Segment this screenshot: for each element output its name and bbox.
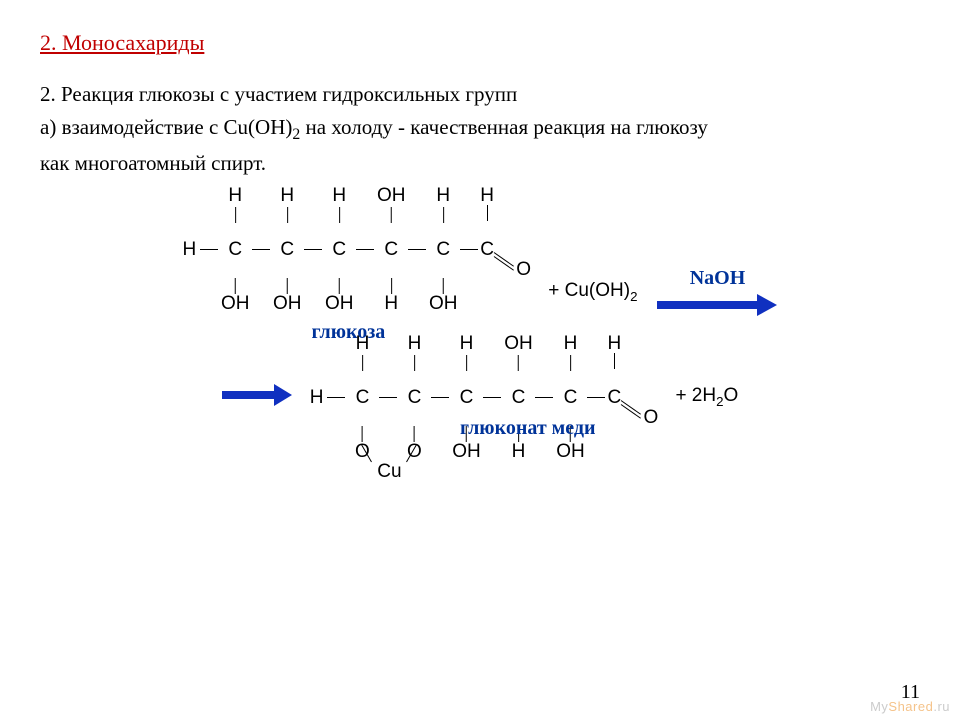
r2-c1: H C O — [347, 388, 377, 407]
body-paragraph: 2. Реакция глюкозы с участием гидроксиль… — [40, 78, 920, 180]
diagram-area: H H C OH H C OH — [40, 240, 920, 411]
reaction-2: H H C O H C O — [40, 384, 920, 411]
reaction-1: H H C OH H C OH — [40, 240, 920, 344]
bond — [200, 249, 218, 250]
para-line-3: как многоатомный спирт. — [40, 147, 920, 180]
r1-reagent: + Cu(OH)2 — [548, 280, 637, 304]
arrow-icon — [657, 294, 777, 316]
r2-c5: H C OH — [555, 388, 585, 407]
para-line-2: а) взаимодействие с Cu(OH)2 на холоду - … — [40, 111, 920, 148]
para2-post: на холоду - качественная реакция на глюк… — [300, 115, 708, 139]
r1-arrow-label: NaOH — [690, 267, 746, 290]
section-heading: 2. Моносахариды — [40, 30, 920, 56]
r1-c4: OH C H — [376, 240, 406, 259]
r1-aldehyde: H C O — [480, 240, 514, 259]
r1-arrow: NaOH — [657, 267, 777, 316]
r1-c2: H C OH — [272, 240, 302, 259]
gluconate-label: глюконат меди — [460, 417, 596, 440]
watermark: MyShared.ru — [870, 699, 950, 714]
arrow-icon — [222, 384, 292, 406]
glucose-chain: H H C OH H C OH — [183, 240, 515, 259]
r1-c1: H C OH — [220, 240, 250, 259]
gluconate-molecule: H H C O H C O — [310, 388, 642, 407]
r2-aldehyde: H C O — [607, 388, 641, 407]
r2-c3: H C OH — [451, 388, 481, 407]
glucose-molecule: H H C OH H C OH — [183, 240, 515, 344]
r2-c2: H C O Cu — [399, 388, 429, 407]
slide-root: 2. Моносахариды 2. Реакция глюкозы с уча… — [0, 0, 960, 720]
glucose-label: глюкоза — [311, 321, 385, 344]
r2-left-h: H — [310, 388, 324, 407]
r1-c3: H C OH — [324, 240, 354, 259]
para2-pre: а) взаимодействие с Cu(OH) — [40, 115, 292, 139]
r2-c4: OH C H — [503, 388, 533, 407]
r2-byproduct: + 2H2O — [675, 385, 738, 409]
gluconate-chain: H H C O H C O — [310, 388, 642, 407]
r2-arrow — [222, 384, 292, 411]
r1-c5: H C OH — [428, 240, 458, 259]
cu-chelate: Cu — [359, 444, 419, 481]
r1-left-h: H — [183, 240, 197, 259]
para-line-1: 2. Реакция глюкозы с участием гидроксиль… — [40, 78, 920, 111]
